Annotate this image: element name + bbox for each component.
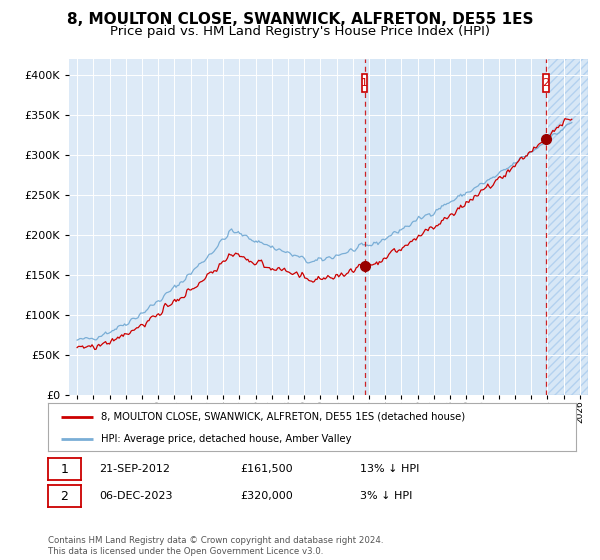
8, MOULTON CLOSE, SWANWICK, ALFRETON, DE55 1ES (detached house): [74, 344, 81, 351]
Text: 1: 1: [61, 463, 68, 476]
FancyBboxPatch shape: [362, 74, 367, 92]
Text: Contains HM Land Registry data © Crown copyright and database right 2024.
This d: Contains HM Land Registry data © Crown c…: [48, 536, 383, 556]
Text: £161,500: £161,500: [240, 464, 293, 474]
Text: 8, MOULTON CLOSE, SWANWICK, ALFRETON, DE55 1ES (detached house): 8, MOULTON CLOSE, SWANWICK, ALFRETON, DE…: [101, 412, 465, 422]
8, MOULTON CLOSE, SWANWICK, ALFRETON, DE55 1ES (detached house): [441, 214, 448, 221]
HPI: Average price, detached house, Amber Valley: (2.03e+03, 3.4e+05): Average price, detached house, Amber Val…: [568, 119, 575, 126]
HPI: Average price, detached house, Amber Valley: (2.02e+03, 2.17e+05): Average price, detached house, Amber Val…: [412, 218, 419, 225]
8, MOULTON CLOSE, SWANWICK, ALFRETON, DE55 1ES (detached house): [568, 116, 575, 123]
HPI: Average price, detached house, Amber Valley: (2e+03, 1.37e+05): Average price, detached house, Amber Val…: [175, 282, 182, 289]
8, MOULTON CLOSE, SWANWICK, ALFRETON, DE55 1ES (detached house): [159, 309, 166, 316]
8, MOULTON CLOSE, SWANWICK, ALFRETON, DE55 1ES (detached house): [413, 234, 421, 241]
HPI: Average price, detached house, Amber Valley: (2.02e+03, 2.36e+05): Average price, detached house, Amber Val…: [439, 203, 446, 209]
Text: HPI: Average price, detached house, Amber Valley: HPI: Average price, detached house, Ambe…: [101, 434, 352, 444]
Bar: [546, 59, 588, 395]
Text: 3% ↓ HPI: 3% ↓ HPI: [360, 491, 412, 501]
Line: 8, MOULTON CLOSE, SWANWICK, ALFRETON, DE55 1ES (detached house): 8, MOULTON CLOSE, SWANWICK, ALFRETON, DE…: [77, 119, 572, 349]
HPI: Average price, detached house, Amber Valley: (2e+03, 8.68e+04): Average price, detached house, Amber Val…: [122, 322, 130, 329]
8, MOULTON CLOSE, SWANWICK, ALFRETON, DE55 1ES (detached house): [91, 346, 98, 353]
Line: HPI: Average price, detached house, Amber Valley: HPI: Average price, detached house, Ambe…: [77, 123, 572, 340]
Bar: [546, 59, 588, 395]
8, MOULTON CLOSE, SWANWICK, ALFRETON, DE55 1ES (detached house): [342, 272, 349, 278]
FancyBboxPatch shape: [544, 74, 549, 92]
Text: £320,000: £320,000: [240, 491, 293, 501]
Text: 2: 2: [61, 489, 68, 503]
HPI: Average price, detached house, Amber Valley: (2e+03, 6.84e+04): Average price, detached house, Amber Val…: [74, 337, 81, 343]
Text: Price paid vs. HM Land Registry's House Price Index (HPI): Price paid vs. HM Land Registry's House …: [110, 25, 490, 38]
Text: 13% ↓ HPI: 13% ↓ HPI: [360, 464, 419, 474]
Text: 1: 1: [361, 78, 368, 88]
HPI: Average price, detached house, Amber Valley: (2.01e+03, 1.77e+05): Average price, detached house, Amber Val…: [340, 250, 347, 257]
8, MOULTON CLOSE, SWANWICK, ALFRETON, DE55 1ES (detached house): [562, 115, 569, 122]
HPI: Average price, detached house, Amber Valley: (2e+03, 1.17e+05): Average price, detached house, Amber Val…: [158, 297, 165, 304]
Text: 21-SEP-2012: 21-SEP-2012: [99, 464, 170, 474]
Text: 06-DEC-2023: 06-DEC-2023: [99, 491, 173, 501]
8, MOULTON CLOSE, SWANWICK, ALFRETON, DE55 1ES (detached house): [124, 330, 131, 337]
Text: 8, MOULTON CLOSE, SWANWICK, ALFRETON, DE55 1ES: 8, MOULTON CLOSE, SWANWICK, ALFRETON, DE…: [67, 12, 533, 27]
Text: 2: 2: [542, 78, 550, 88]
8, MOULTON CLOSE, SWANWICK, ALFRETON, DE55 1ES (detached house): [176, 295, 184, 302]
Bar: [365, 59, 546, 395]
